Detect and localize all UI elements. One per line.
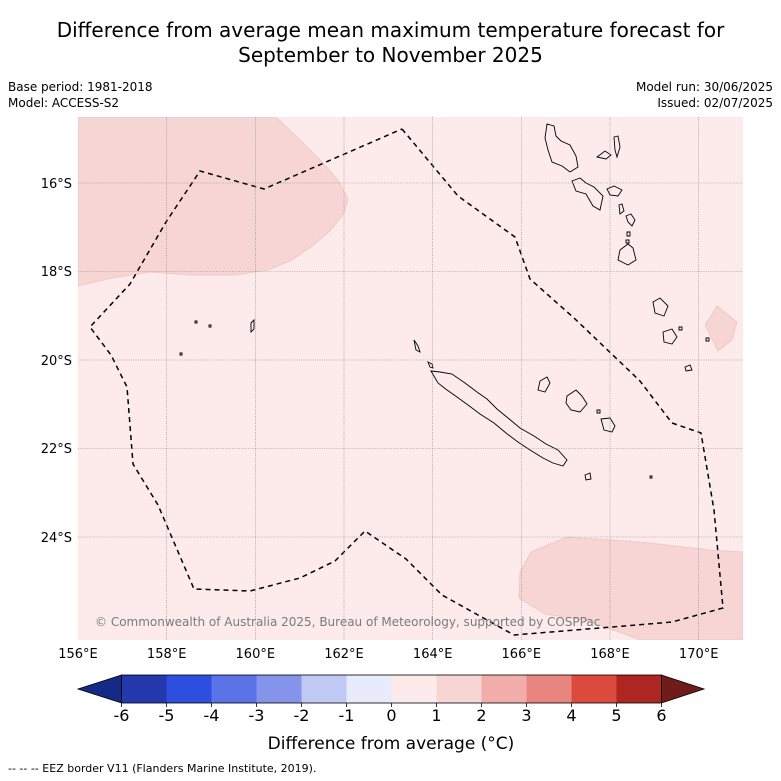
colorbar-segment [166, 675, 212, 703]
colorbar-segment [301, 675, 347, 703]
lat-label: 20°S [41, 354, 72, 369]
lon-label: 166°E [502, 647, 542, 662]
lon-label: 170°E [679, 647, 719, 662]
anomaly-zone-northwest [78, 117, 349, 287]
lon-label: 168°E [590, 647, 630, 662]
islands-western-reefs [179, 318, 255, 356]
model-name: Model: ACCESS-S2 [8, 96, 120, 110]
colorbar-tick-label: -5 [159, 706, 175, 725]
colorbar-tick-label: -6 [114, 706, 130, 725]
colorbar-segment [436, 675, 482, 703]
colorbar-tick-label: 3 [521, 706, 531, 725]
colorbar-segment [121, 675, 167, 703]
colorbar-tick-label: -2 [294, 706, 310, 725]
lon-label: 158°E [147, 647, 187, 662]
lon-label: 160°E [236, 647, 276, 662]
base-period: Base period: 1981-2018 [8, 80, 153, 94]
colorbar-ticks: -6 -5 -4 -3 -2 -1 0 1 2 3 4 5 6 [114, 703, 667, 725]
colorbar-segment [616, 675, 662, 703]
colorbar-tick-label: 5 [611, 706, 621, 725]
islands-vanuatu [544, 123, 710, 372]
colorbar-tick-label: 6 [656, 706, 666, 725]
colorbar-segment [256, 675, 302, 703]
eez-legend-note: -- -- -- EEZ border V11 (Flanders Marine… [8, 762, 317, 775]
colorbar-label: Difference from average (°C) [268, 734, 515, 754]
map-title: Difference from average mean maximum tem… [0, 18, 781, 68]
title-line-2: September to November 2025 [238, 43, 543, 67]
latitude-labels: 16°S 18°S 20°S 22°S 24°S [41, 177, 72, 546]
colorbar-tick-label: 2 [476, 706, 486, 725]
colorbar-tick-label: -1 [339, 706, 355, 725]
meta-right: Model run: 30/06/2025 Issued: 02/07/2025 [636, 79, 773, 111]
meta-left: Base period: 1981-2018 Model: ACCESS-S2 [8, 79, 153, 111]
anomaly-zone-east [704, 305, 738, 352]
colorbar-segment [391, 675, 437, 703]
lat-label: 16°S [41, 177, 72, 192]
lon-label: 164°E [413, 647, 453, 662]
lat-label: 22°S [41, 442, 72, 457]
anomaly-shading [78, 117, 743, 640]
lon-label: 156°E [58, 647, 98, 662]
colorbar-segment [211, 675, 257, 703]
colorbar-tick-label: -3 [249, 706, 265, 725]
islands-new-caledonia [413, 339, 653, 481]
graticule [78, 117, 743, 640]
colorbar-segment [346, 675, 392, 703]
colorbar-extend-low [76, 674, 122, 704]
colorbar-segment [571, 675, 617, 703]
colorbar-segment [526, 675, 572, 703]
issued-date: Issued: 02/07/2025 [657, 96, 773, 110]
colorbar-tick-label: -4 [204, 706, 220, 725]
colorbar [76, 674, 706, 704]
lat-label: 24°S [41, 531, 72, 546]
title-line-1: Difference from average mean maximum tem… [56, 18, 725, 42]
anomaly-zone-southeast [518, 536, 743, 640]
colorbar-segment [481, 675, 527, 703]
lat-label: 18°S [41, 265, 72, 280]
model-run: Model run: 30/06/2025 [635, 80, 773, 94]
lon-label: 162°E [324, 647, 364, 662]
colorbar-extend-high [661, 674, 706, 704]
colorbar-tick-label: 0 [386, 706, 396, 725]
colorbar-tick-label: 1 [431, 706, 441, 725]
colorbar-tick-label: 4 [566, 706, 576, 725]
copyright-notice: © Commonwealth of Australia 2025, Bureau… [95, 615, 600, 629]
eez-border [89, 128, 724, 636]
longitude-labels: 156°E 158°E 160°E 162°E 164°E 166°E 168°… [58, 647, 718, 662]
